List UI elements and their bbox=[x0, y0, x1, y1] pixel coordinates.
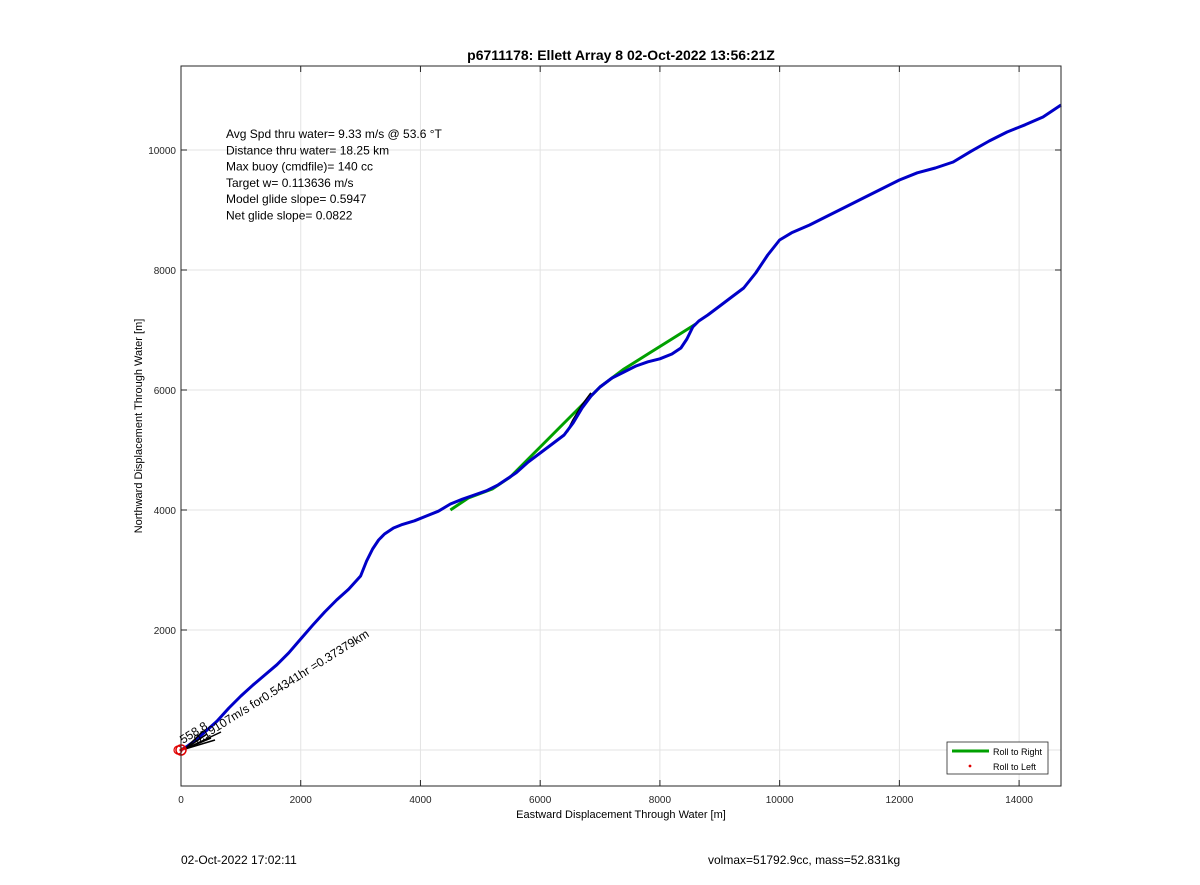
legend-label-roll-left: Roll to Left bbox=[993, 762, 1037, 772]
chart-title: p6711178: Ellett Array 8 02-Oct-2022 13:… bbox=[467, 47, 775, 63]
x-axis-label: Eastward Displacement Through Water [m] bbox=[516, 809, 726, 821]
info-line: Model glide slope= 0.5947 bbox=[226, 192, 367, 206]
footer-volume-mass: volmax=51792.9cc, mass=52.831kg bbox=[708, 853, 901, 867]
series-layer bbox=[173, 103, 1062, 756]
x-tick-label: 10000 bbox=[766, 795, 794, 806]
info-block: Avg Spd thru water= 9.33 m/s @ 53.6 °T Di… bbox=[226, 127, 443, 223]
grid-lines bbox=[180, 66, 1061, 786]
legend-box bbox=[946, 741, 1049, 775]
y-tick-label: 10000 bbox=[148, 146, 176, 157]
info-line: Net glide slope= 0.0822 bbox=[226, 209, 353, 223]
footer-timestamp: 02-Oct-2022 17:02:11 bbox=[181, 853, 297, 867]
x-tick-label: 4000 bbox=[409, 795, 432, 806]
start-marker-secondary bbox=[173, 745, 183, 755]
start-segment-line bbox=[184, 739, 216, 750]
info-line: Distance thru water= 18.25 km bbox=[226, 143, 389, 157]
x-tick-label: 12000 bbox=[885, 795, 913, 806]
plot-frame bbox=[180, 65, 1062, 787]
y-tick-label: 6000 bbox=[154, 386, 177, 397]
x-tick-label: 8000 bbox=[649, 795, 672, 806]
y-axis-label: Northward Displacement Through Water [m] bbox=[133, 319, 145, 534]
y-tick-label: 8000 bbox=[154, 266, 177, 277]
legend-label-roll-right: Roll to Right bbox=[993, 747, 1043, 757]
roll-left-point bbox=[181, 747, 185, 751]
series-trajectory bbox=[180, 103, 1062, 752]
x-tick-label: 6000 bbox=[529, 795, 552, 806]
x-tick-label: 0 bbox=[178, 795, 184, 806]
info-line: Avg Spd thru water= 9.33 m/s @ 53.6 °T bbox=[226, 127, 443, 141]
legend-swatch-roll-left bbox=[968, 764, 972, 768]
x-tick-label: 14000 bbox=[1005, 795, 1033, 806]
start-segment-line bbox=[184, 731, 222, 750]
x-tick-label: 2000 bbox=[290, 795, 313, 806]
start-segment-line bbox=[184, 730, 204, 750]
info-line: Target w= 0.113636 m/s bbox=[226, 176, 354, 190]
legend: Roll to Right Roll to Left bbox=[946, 741, 1049, 775]
plot-area bbox=[181, 66, 1061, 786]
axis-ticks: 0 2000 4000 6000 8000 10000 12000 14000 2000 4000… bbox=[148, 66, 1061, 806]
y-tick-label: 2000 bbox=[154, 626, 177, 637]
info-line: Max buoy (cmdfile)= 140 cc bbox=[226, 160, 373, 174]
y-tick-label: 4000 bbox=[154, 506, 177, 517]
